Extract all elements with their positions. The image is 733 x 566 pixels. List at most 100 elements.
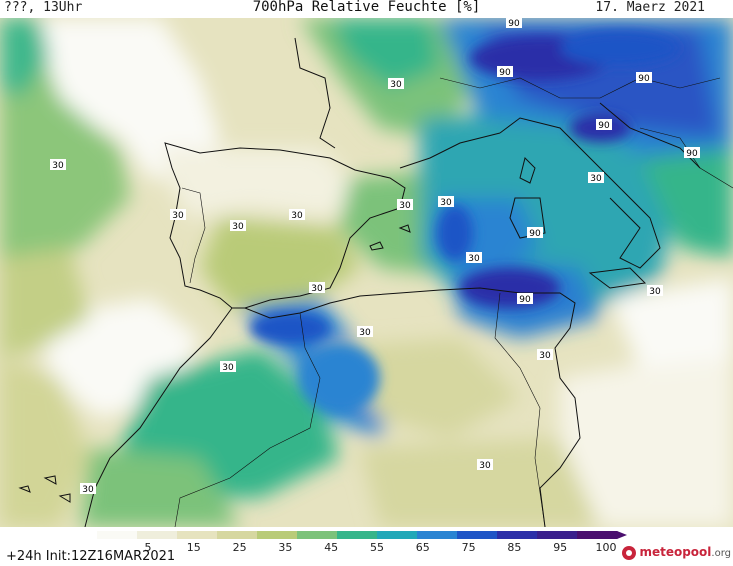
svg-text:30: 30 (649, 287, 661, 297)
core-austria (560, 30, 680, 66)
svg-text:30: 30 (440, 198, 452, 208)
svg-text:90: 90 (686, 149, 698, 159)
contour-label: 30 (438, 196, 454, 208)
logo-text: meteopool (639, 545, 712, 559)
dry-region-iberia (160, 148, 360, 218)
border-algeria-tunisia-libya (494, 292, 546, 527)
svg-text:30: 30 (539, 351, 551, 361)
color-scale-label: 65 (415, 541, 430, 554)
moist-region-atlantic-south (0, 358, 90, 527)
contour-label: 30 (309, 282, 325, 294)
coast-sicily (588, 267, 647, 289)
forecast-time-label: ???, 13Uhr (4, 0, 83, 15)
contour-label: 30 (80, 483, 96, 495)
color-scale-label: 55 (370, 541, 384, 554)
svg-text:30: 30 (479, 461, 491, 471)
meteopool-logo[interactable]: meteopool.org (622, 545, 731, 560)
color-scale-bar (97, 531, 627, 539)
coast-canaries (18, 475, 71, 503)
map-title: 700hPa Relative Feuchte [%] (252, 0, 481, 15)
dry-region-atlantic (20, 18, 220, 178)
map-header: ???, 13Uhr 700hPa Relative Feuchte [%] 1… (0, 0, 733, 18)
color-scale-segment (577, 531, 618, 539)
color-scale-segment (297, 531, 338, 539)
color-scale-segment (537, 531, 578, 539)
contour-label: 30 (537, 349, 553, 361)
svg-text:30: 30 (590, 174, 602, 184)
contour-label: 30 (230, 220, 246, 232)
svg-text:90: 90 (519, 295, 531, 305)
contour-label: 90 (527, 227, 543, 239)
color-scale-segment (257, 531, 298, 539)
humidity-field (0, 18, 733, 527)
contour-label: 30 (388, 78, 404, 90)
humidity-cores (250, 30, 680, 413)
contour-label: 30 (397, 199, 413, 211)
svg-text:90: 90 (598, 121, 610, 131)
contour-label: 30 (466, 252, 482, 264)
model-run-info: +24h Init:12Z16MAR2021 (6, 549, 176, 564)
svg-text:30: 30 (232, 222, 244, 232)
svg-text:90: 90 (529, 229, 541, 239)
color-scale-segment (337, 531, 378, 539)
color-scale-segment (137, 531, 178, 539)
color-scale-label: 100 (595, 541, 617, 554)
moist-region-gulf (0, 18, 50, 98)
coast-balearics (369, 224, 411, 251)
svg-text:90: 90 (638, 74, 650, 84)
color-scale-segment (417, 531, 458, 539)
contour-label: 30 (289, 209, 305, 221)
dry-region-east (610, 278, 733, 368)
svg-text:90: 90 (508, 19, 520, 29)
color-scale-segment (97, 531, 138, 539)
color-scale-label: 75 (461, 541, 476, 554)
contour-labels: 90 90 90 90 90 90 90 30 30 30 30 30 30 3… (50, 18, 700, 495)
contour-label: 90 (636, 72, 652, 84)
svg-text:90: 90 (499, 68, 511, 78)
svg-text:30: 30 (390, 80, 402, 90)
border-algeria-morocco (174, 312, 321, 527)
dry-region-libya (560, 348, 733, 527)
core-tyrrhenian (437, 205, 473, 261)
core-alboran (250, 312, 330, 344)
moist-region-adriatic-east (640, 148, 733, 258)
contour-label: 30 (170, 209, 186, 221)
color-scale-segment (497, 531, 538, 539)
svg-text:30: 30 (52, 161, 64, 171)
svg-text:30: 30 (399, 201, 411, 211)
contour-label: 90 (684, 147, 700, 159)
color-scale-segment (177, 531, 218, 539)
color-scale-segment (457, 531, 498, 539)
svg-text:30: 30 (172, 211, 184, 221)
border-spain-portugal (181, 187, 206, 284)
coastlines (18, 37, 701, 527)
coast-north-africa (244, 287, 581, 527)
contour-label: 90 (506, 18, 522, 29)
contour-label: 90 (517, 293, 533, 305)
color-scale-label: 5 (144, 541, 152, 554)
core-tunisia (460, 268, 560, 308)
coast-morocco-west (84, 307, 233, 527)
contour-label: 30 (357, 326, 373, 338)
contour-label: 90 (596, 119, 612, 131)
core-algeria-inland (300, 343, 380, 413)
svg-text:30: 30 (291, 211, 303, 221)
color-scale-label: 85 (507, 541, 522, 554)
color-scale-segment (217, 531, 258, 539)
color-scale-label: 25 (232, 541, 247, 554)
moist-region-morocco-south (80, 448, 240, 527)
moist-region-biscay (330, 18, 440, 88)
svg-text:30: 30 (468, 254, 480, 264)
color-scale-label: 35 (278, 541, 293, 554)
logo-suffix: .org (711, 548, 731, 559)
color-scale-label: 45 (324, 541, 339, 554)
contour-label: 30 (220, 361, 236, 373)
humidity-map: 90 90 90 90 90 90 90 30 30 30 30 30 30 3… (0, 18, 733, 527)
moist-region-sahara-east (360, 438, 600, 527)
map-footer: 5 15 25 35 45 55 65 75 85 95 100 +24h Init:12Z16MA… (0, 527, 733, 566)
contour-label: 30 (50, 159, 66, 171)
color-scale-segment (377, 531, 418, 539)
forecast-date: 17. Maerz 2021 (595, 0, 705, 15)
svg-text:30: 30 (222, 363, 234, 373)
contour-label: 90 (497, 66, 513, 78)
